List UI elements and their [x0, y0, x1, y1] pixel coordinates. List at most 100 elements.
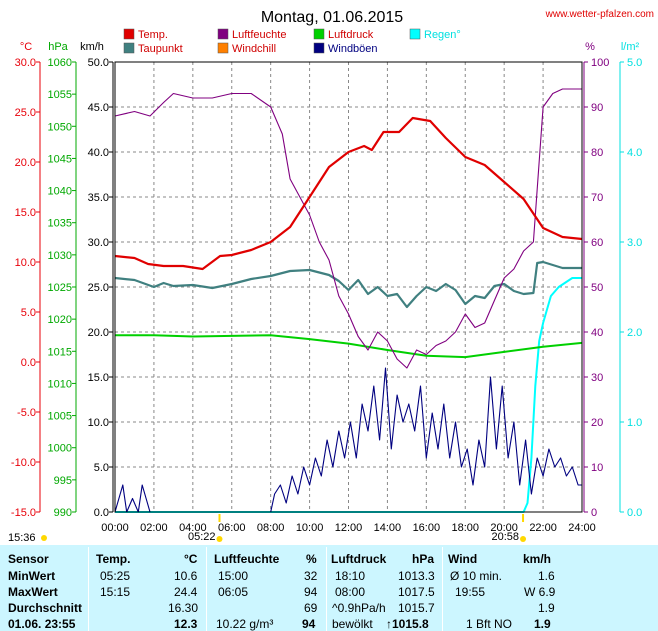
pressure-tick-label: 995 [54, 475, 72, 487]
rain-tick-label: 1.0 [627, 417, 642, 429]
website-link[interactable]: www.wetter-pfalzen.com [545, 9, 654, 20]
temp-tick-label: -10.0 [11, 457, 36, 469]
pressure-tick-label: 1015 [48, 346, 72, 358]
wind-tick-label: 45.0 [88, 102, 109, 114]
rain-tick-label: 3.0 [627, 237, 642, 249]
x-tick-label: 08:00 [257, 522, 285, 534]
stats-table: Sensor Temp. °C Luftfeuchte % Luftdruck … [0, 545, 658, 631]
temp-tick-label: 30.0 [15, 57, 36, 69]
moon-time-label: 15:36 [8, 532, 36, 544]
stats-current-label: 01.06. 23:55 [8, 617, 76, 631]
x-tick-label: 12:00 [335, 522, 363, 534]
legend-label: Taupunkt [138, 43, 183, 55]
humidity-tick-label: 90 [591, 102, 603, 114]
stats-col-wind: Wind [448, 552, 478, 566]
legend-label: Temp. [138, 29, 168, 41]
temp-tick-label: 10.0 [15, 257, 36, 269]
sun-icon [520, 536, 527, 542]
series-temp-line [114, 116, 583, 271]
plot-frame [114, 61, 583, 513]
stats-press-value: 1013.3 [398, 569, 435, 583]
humidity-tick-label: 80 [591, 147, 603, 159]
x-tick-label: 02:00 [140, 522, 168, 534]
stats-row-label: MaxWert [8, 585, 58, 599]
chart-title: Montag, 01.06.2015 [261, 9, 403, 26]
stats-wind-time: Ø 10 min. [450, 569, 503, 583]
legend-swatch [123, 28, 135, 40]
stats-current-wind: 1.9 [534, 617, 551, 631]
series-windben-line [114, 367, 582, 513]
stats-current-temp: 12.3 [174, 617, 198, 631]
pressure-tick-label: 1005 [48, 411, 72, 423]
sun-time-label: 05:22 [188, 531, 216, 543]
legend-swatch [313, 42, 325, 54]
temp-tick-label: -5.0 [17, 407, 36, 419]
stats-press-time: 18:10 [335, 569, 366, 583]
temp-tick-label: 5.0 [21, 307, 36, 319]
x-tick-label: 04:00 [179, 522, 207, 534]
temp-unit-label: °C [20, 41, 32, 53]
pressure-tick-label: 1030 [48, 250, 72, 262]
wind-tick-label: 35.0 [88, 192, 109, 204]
rain-unit-label: l/m² [621, 41, 640, 53]
temp-tick-label: 15.0 [15, 207, 36, 219]
stats-col-hum-unit: % [306, 552, 317, 566]
humidity-tick-label: 0 [591, 507, 597, 519]
x-tick-label: 00:00 [101, 522, 129, 534]
x-tick-label: 14:00 [374, 522, 402, 534]
stats-row-label: MinWert [8, 569, 56, 583]
pressure-tick-label: 1025 [48, 282, 72, 294]
stats-hum-value: 32 [304, 569, 318, 583]
stats-wind-time: 19:55 [455, 585, 486, 599]
pressure-unit-label: hPa [48, 41, 68, 53]
stats-wind-value: W 6.9 [524, 585, 556, 599]
humidity-tick-label: 100 [591, 57, 609, 69]
humidity-tick-label: 70 [591, 192, 603, 204]
temp-tick-label: 25.0 [15, 107, 36, 119]
sun-icon [216, 536, 223, 542]
chart-grid [115, 62, 582, 512]
humidity-tick-label: 60 [591, 237, 603, 249]
x-tick-label: 24:00 [568, 522, 596, 534]
wind-tick-label: 10.0 [88, 417, 109, 429]
wind-tick-label: 0.0 [94, 507, 109, 519]
series-luftfeuchte-line [114, 88, 582, 369]
pressure-tick-label: 1055 [48, 89, 72, 101]
legend-label: Luftdruck [328, 29, 374, 41]
wind-tick-label: 30.0 [88, 237, 109, 249]
stats-hum-time: 15:00 [218, 569, 249, 583]
stats-press-value: 1015.7 [398, 601, 435, 615]
pressure-tick-label: 1035 [48, 218, 72, 230]
rain-tick-label: 2.0 [627, 327, 642, 339]
stats-col-temp-unit: °C [184, 552, 198, 566]
stats-col-wind-unit: km/h [523, 552, 552, 566]
stats-temp-value: 16.30 [168, 601, 199, 615]
x-tick-label: 16:00 [413, 522, 441, 534]
stats-temp-value: 24.4 [174, 585, 198, 599]
wind-tick-label: 50.0 [88, 57, 109, 69]
x-tick-label: 22:00 [529, 522, 557, 534]
rain-tick-label: 4.0 [627, 147, 642, 159]
stats-col-sensor: Sensor [8, 552, 49, 566]
series-taupunkt-line [114, 260, 582, 309]
x-axis: 00:00 02:00 04:00 06:00 08:00 10:00 12:00 14:00… [101, 522, 596, 534]
stats-press-value: 1017.5 [398, 585, 435, 599]
wind-tick-label: 15.0 [88, 372, 109, 384]
stats-current-wind-desc: 1 Bft NO [466, 617, 513, 631]
stats-hum-value: 94 [304, 585, 318, 599]
sun-time-label: 20:58 [492, 531, 520, 543]
legend-swatch [217, 28, 229, 40]
series-regen-line [115, 277, 582, 513]
stats-current-humidity: 94 [302, 617, 316, 631]
humidity-tick-label: 20 [591, 417, 603, 429]
stats-press-time: ^0.9hPa/h [332, 601, 386, 615]
stats-press-time: 08:00 [335, 585, 366, 599]
weather-chart: Montag, 01.06.2015 www.wetter-pfalzen.co… [8, 9, 654, 544]
legend-label: Windchill [232, 43, 276, 55]
pressure-tick-label: 1010 [48, 378, 72, 390]
legend-swatch [313, 28, 325, 40]
rain-tick-label: 5.0 [627, 57, 642, 69]
stats-hum-time: 06:05 [218, 585, 249, 599]
stats-temp-time: 05:25 [100, 569, 131, 583]
pressure-tick-label: 1020 [48, 314, 72, 326]
